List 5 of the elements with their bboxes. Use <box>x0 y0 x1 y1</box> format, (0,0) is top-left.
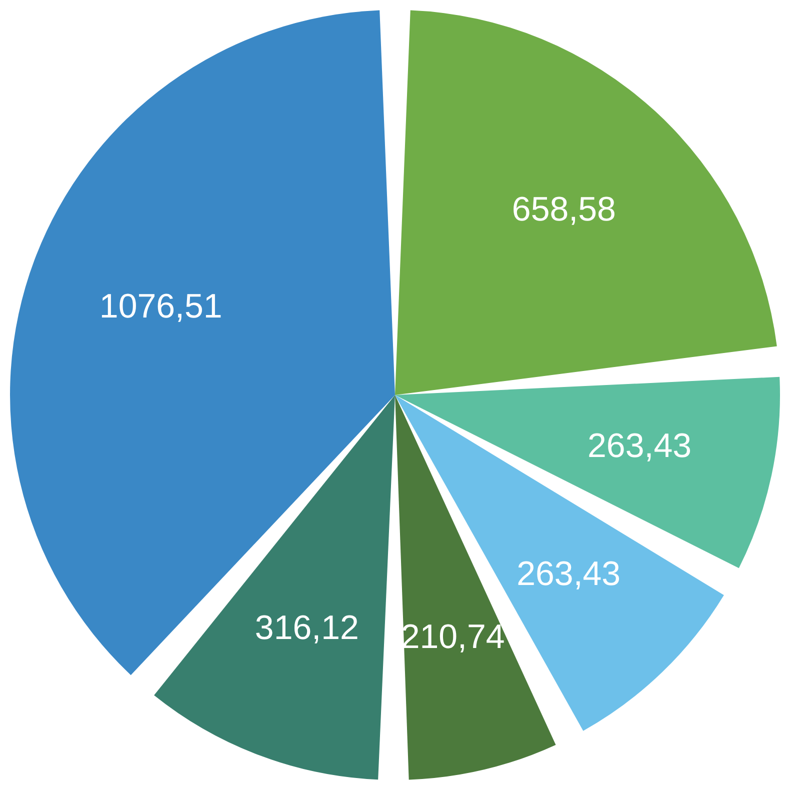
data-label: 316,12 <box>254 608 359 647</box>
data-label: 263,43 <box>516 554 621 593</box>
data-label: 658,58 <box>512 190 616 229</box>
data-label: 1076,51 <box>99 287 222 326</box>
data-label: 263,43 <box>588 427 692 466</box>
